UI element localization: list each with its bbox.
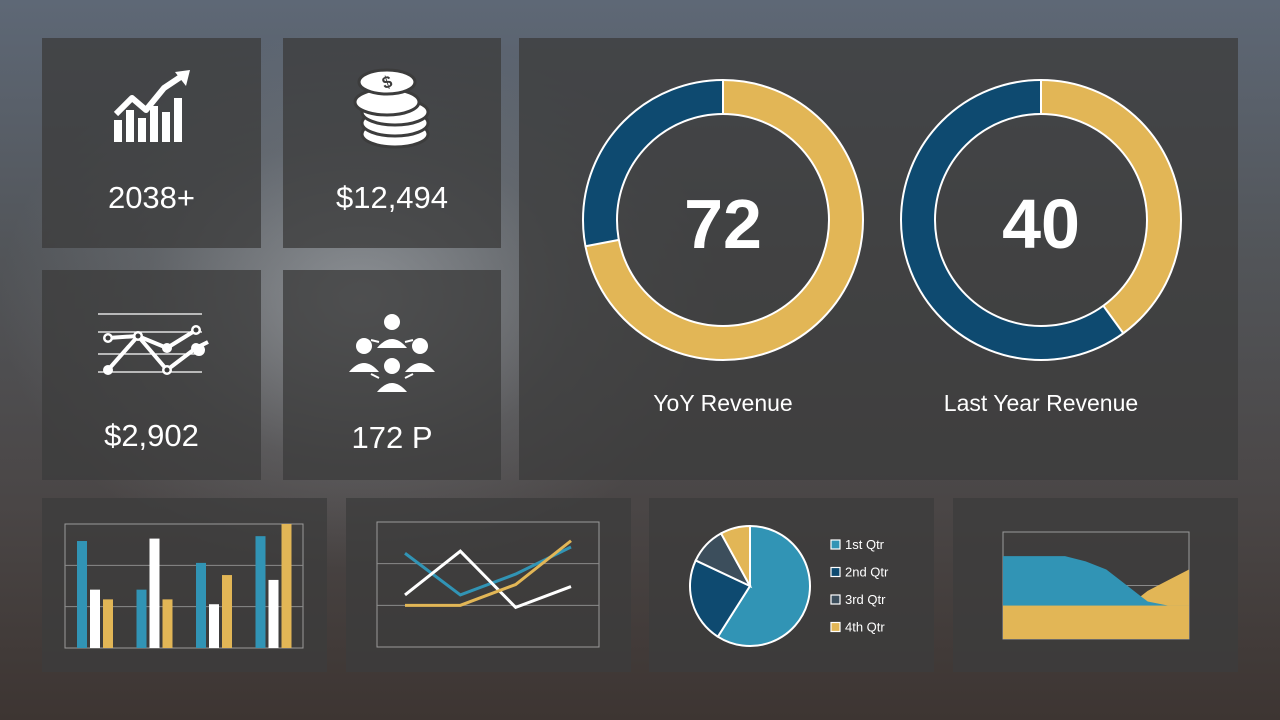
legend-swatch [830,539,841,550]
legend-label: 1st Qtr [845,537,885,552]
pie-chart: 1st Qtr 2nd Qtr 3rd Qtr 4th Qtr [689,524,889,647]
series-line [404,549,572,610]
line-frame [376,521,600,648]
pie-slice [716,524,811,647]
team-network-icon [283,312,501,402]
area-chart [1002,531,1190,640]
legend-swatch [830,594,841,605]
area-series [1003,605,1189,639]
bar [196,562,206,648]
pie-slice [719,524,751,587]
legend-swatch [830,566,841,578]
legend-swatch [830,621,841,633]
legend-label: 3rd Qtr [845,592,886,607]
donut-segment-remainder [583,80,724,247]
donut-divider [585,238,620,248]
bar [162,599,173,648]
bar [103,599,113,648]
bar [209,604,219,648]
legend-label: 2nd Qtr [845,565,889,580]
kpi-tile-3: $2,902 [42,270,261,480]
bar [222,575,232,648]
line-chart-tile [346,498,631,672]
donut-label-last-year: Last Year Revenue [943,390,1139,416]
donut-value-yoy: 72 [684,185,762,263]
donut-segment-value [585,80,863,360]
area-chart-tile [953,498,1238,672]
bar [77,541,87,648]
kpi-tile-2: $ $12,494 [283,38,501,248]
bar [90,589,100,648]
kpi-value: $2,902 [104,418,199,453]
line-chart [376,521,600,648]
kpi-value: 172 P [351,420,433,455]
growth-chart-icon [42,68,261,158]
kpi-value: $12,494 [335,180,449,215]
bar-chart-tile [42,498,327,672]
donut-segment-value [1040,80,1181,334]
donut-divider [1102,305,1125,334]
donut-label-yoy: YoY Revenue [653,390,793,416]
donut-charts [582,79,1182,361]
donut-panel: 72 40 YoY Revenue Last Year Revenue [519,38,1238,480]
kpi-value: 2038+ [107,180,196,215]
legend-label: 4th Qtr [845,620,885,635]
coins-icon: $ [283,68,501,158]
bar [149,538,160,648]
kpi-tile-4: 172 P [283,270,501,480]
bar [136,589,147,648]
series-line [405,539,572,607]
bar-frame [64,523,304,649]
bar-chart [64,523,304,649]
donut-value-last-year: 40 [1002,185,1080,263]
kpi-tile-1: 2038+ [42,38,261,248]
bar [268,579,279,648]
series-line [404,545,572,597]
pie-chart-tile: 1st Qtr 2nd Qtr 3rd Qtr 4th Qtr [649,498,934,672]
bar [255,536,266,648]
bar [281,524,292,648]
donut-segment-remainder [901,80,1124,360]
line-graph-icon [42,308,261,398]
